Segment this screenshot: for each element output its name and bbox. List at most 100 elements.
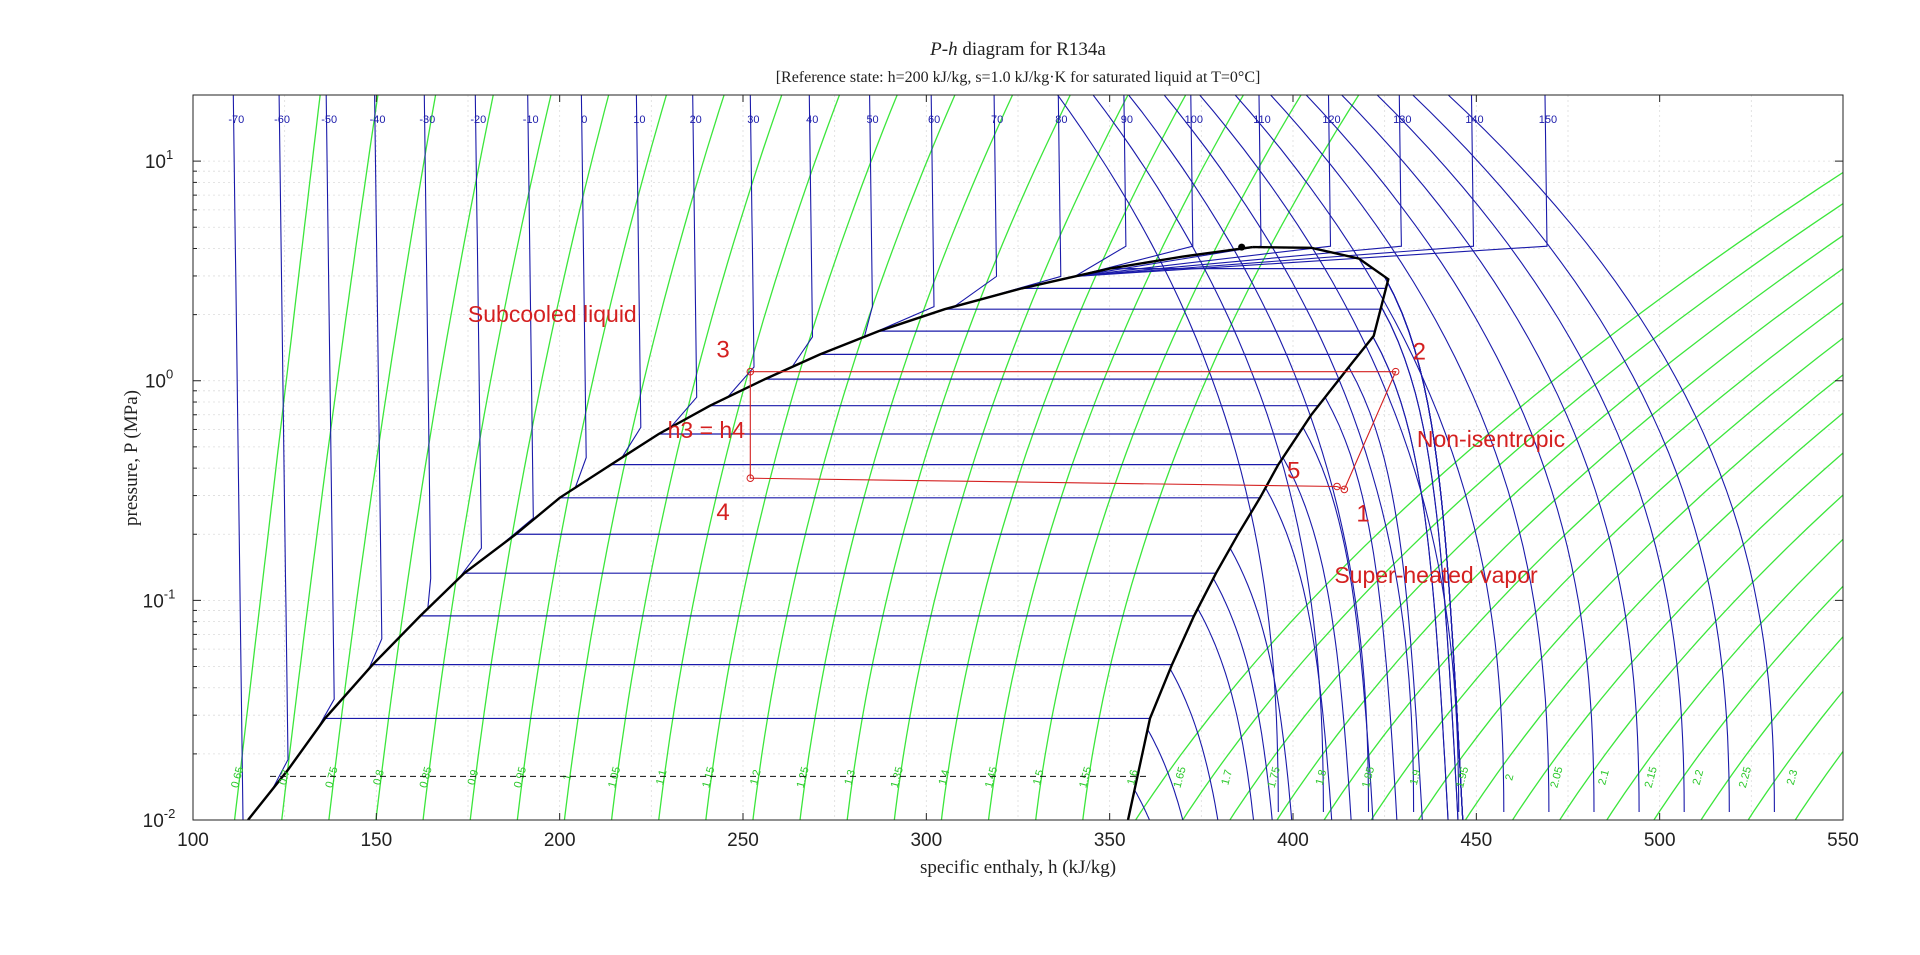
- chart-title: P-h diagram for R134a: [929, 39, 1106, 60]
- isotherm-line: [423, 95, 432, 609]
- isentrope-label: 1.5: [1031, 768, 1047, 786]
- line-labels: 0.65 0.7 0.75 0.8 0.85 0.9 0.95 1 1.05 1.1 1.15 1.2…: [228, 114, 1800, 789]
- isentrope-label: 2.3: [1785, 768, 1801, 786]
- isentrope-line: [233, 95, 321, 820]
- x-tick-label: 450: [1460, 830, 1492, 851]
- isentrope-line: [893, 95, 1129, 820]
- isentrope-label: 2.15: [1643, 766, 1660, 790]
- isentrope-label: 1.8: [1314, 768, 1330, 786]
- saturated-vapor-line: [1126, 245, 1390, 820]
- isentrope-label: 1.4: [937, 768, 953, 786]
- isentrope-label: 1.1: [654, 768, 670, 786]
- isentrope-label: 0.75: [323, 766, 340, 790]
- isotherm-vapor-line: [1372, 336, 1449, 820]
- x-tick-label: 150: [360, 830, 392, 851]
- isentrope-label: 1.45: [983, 766, 1000, 790]
- y-tick-label: 10-2: [143, 806, 176, 832]
- cycle-point-5: [1333, 482, 1341, 491]
- isentrope-label: 0.95: [512, 766, 529, 790]
- isentrope-line: [328, 95, 437, 820]
- x-tick-label: 250: [727, 830, 759, 851]
- isentrope-label: 1.65: [1172, 766, 1189, 790]
- isotherm-label: 10: [633, 114, 645, 126]
- isentrope-label: 1.6: [1125, 768, 1141, 786]
- isotherm-line: [727, 95, 755, 398]
- cycle-point-label-3: 3: [716, 337, 729, 364]
- isotherm-label: -40: [370, 114, 386, 126]
- isotherm-label: 70: [991, 114, 1003, 126]
- isentrope-label: 2: [1503, 773, 1516, 782]
- isentrope-line: [1558, 494, 1843, 820]
- isotherm-line: [621, 95, 642, 458]
- isotherm-line: [954, 95, 1062, 308]
- cycle-point-2: [1391, 367, 1400, 376]
- cycle-point-label-5: 5: [1287, 457, 1300, 484]
- isentrope-line: [1653, 585, 1843, 820]
- isotherm-super-line: [1376, 95, 1685, 813]
- x-tick-label: 300: [910, 830, 942, 851]
- isentrope-line: [1511, 452, 1843, 820]
- isentrope-line: [1276, 267, 1843, 820]
- isotherm-super-line: [1340, 95, 1640, 813]
- isotherm-line: [1074, 95, 1475, 277]
- x-tick-label: 350: [1094, 830, 1126, 851]
- isentrope-line: [610, 95, 783, 820]
- isentrope-label: 0.8: [371, 768, 387, 786]
- isotherm-label: 90: [1121, 114, 1133, 126]
- isotherm-label: 150: [1539, 114, 1557, 126]
- isotherm-super-line: [1411, 95, 1730, 813]
- isentrope-line: [1323, 302, 1843, 820]
- isentrope-label: 2.05: [1548, 766, 1565, 790]
- isotherm-label: 60: [928, 114, 940, 126]
- isotherm-vapor-line: [1265, 487, 1333, 820]
- isotherm-label: 140: [1465, 114, 1483, 126]
- isentrope-label: 1.05: [606, 766, 623, 790]
- isotherm-super-line: [1269, 95, 1550, 813]
- isotherm-line: [864, 95, 935, 338]
- isotherm-vapor-line: [1282, 457, 1352, 820]
- isentrope-line: [1606, 538, 1843, 820]
- isotherm-line: [863, 95, 873, 337]
- isentrope-label: 1.2: [748, 768, 764, 786]
- isotherm-super-line: [1234, 95, 1505, 813]
- isentrope-line: [1417, 374, 1843, 820]
- isentrope-label: 0.9: [466, 768, 482, 786]
- isentrope-line: [658, 95, 841, 820]
- isentrope-line: [1464, 412, 1843, 820]
- isentrope-label: 1.85: [1360, 766, 1377, 790]
- isentrope-line: [846, 95, 1071, 820]
- cycle-point-1: [1340, 485, 1349, 494]
- plot-frame: [192, 94, 1844, 821]
- cycle-path: [749, 371, 1397, 491]
- x-tick-label: 550: [1827, 830, 1859, 851]
- isotherm-line: [1074, 95, 1548, 277]
- x-tick-label: 500: [1644, 830, 1676, 851]
- isentrope-line: [940, 95, 1187, 820]
- isentrope-line: [1181, 202, 1843, 820]
- refrigeration-cycle: 1 2 3 4 5: [716, 337, 1426, 528]
- isotherm-label: 40: [806, 114, 818, 126]
- isotherm-label: 0: [581, 114, 587, 126]
- isentrope-label: 2.25: [1737, 766, 1754, 790]
- isobar-lines: [325, 268, 1386, 720]
- isentrope-label: 1.75: [1266, 766, 1283, 790]
- x-axis-label: specific enthaly, h (kJ/kg): [920, 857, 1116, 878]
- isotherm-label: 50: [866, 114, 878, 126]
- annotation-label: Subcooled liquid: [468, 301, 637, 327]
- isotherm-super-line: [1198, 95, 1460, 813]
- isotherm-line: [458, 95, 482, 579]
- saturation-dome: [247, 243, 1390, 820]
- isotherm-vapor-line: [1348, 366, 1423, 820]
- saturated-liquid-line: [247, 245, 1253, 820]
- isotherm-label: 30: [747, 114, 759, 126]
- isentrope-label: 1.3: [843, 768, 859, 786]
- isentrope-line: [1229, 234, 1843, 820]
- isotherm-label: -30: [419, 114, 435, 126]
- y-axis-label: pressure, P (MPa): [121, 390, 142, 526]
- cycle-point-4: [746, 474, 755, 482]
- isotherm-line: [670, 95, 698, 428]
- isotherm-super-line: [1127, 95, 1370, 813]
- x-tick-label: 400: [1277, 830, 1309, 851]
- isentrope-line: [563, 95, 725, 820]
